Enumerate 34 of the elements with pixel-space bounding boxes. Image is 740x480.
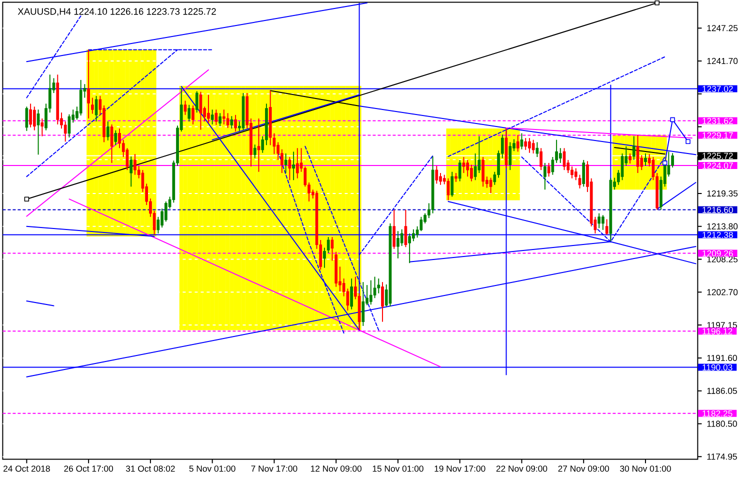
ref-line-label: 1209.26: [702, 250, 733, 256]
x-tick-label: 24 Oct 2018: [4, 466, 50, 472]
x-tick-label: 30 Nov 01:00: [620, 466, 671, 472]
ref-line-label: 1225.72: [702, 152, 733, 159]
y-tick-label: 1241.70: [707, 58, 738, 64]
x-tick-label: 19 Nov 17:00: [434, 466, 486, 472]
y-tick-label: 1174.95: [707, 454, 737, 460]
ref-line-label: 1224.07: [702, 162, 733, 169]
ref-line-label: 1231.62: [702, 118, 733, 124]
ref-line-label: 1212.38: [702, 232, 733, 238]
y-tick-label: 1191.60: [707, 354, 737, 362]
x-tick-label: 12 Nov 09:00: [310, 466, 362, 472]
x-tick-label: 5 Nov 01:00: [189, 466, 236, 472]
y-tick-label: 1202.70: [707, 289, 738, 296]
ref-line-label: 1182.25: [702, 410, 732, 417]
y-tick-label: 1180.50: [707, 420, 737, 427]
ref-line-label: 1216.60: [702, 206, 733, 213]
y-tick-label: 1186.05: [707, 388, 737, 394]
text: XAUUSD,H4 1224.10 1226.16 1223.73 1225.72: [18, 8, 216, 16]
x-tick-label: 27 Nov 09:00: [558, 466, 610, 472]
x-tick-label: 22 Nov 09:00: [496, 466, 548, 472]
ref-line-label: 1229.17: [702, 132, 733, 138]
y-tick-label: 1247.25: [707, 25, 738, 32]
ref-line-label: 1196.12: [702, 328, 732, 334]
x-tick-label: 7 Nov 17:00: [251, 466, 298, 472]
x-tick-label: 26 Oct 17:00: [64, 466, 114, 472]
x-tick-label: 31 Oct 08:02: [126, 466, 175, 472]
y-tick-label: 1219.35: [707, 190, 738, 197]
y-tick-label: 1208.25: [707, 256, 738, 262]
y-tick-label: 1197.15: [707, 322, 737, 328]
x-tick-label: 15 Nov 01:00: [372, 466, 424, 472]
ref-line-label: 1190.03: [702, 364, 732, 370]
ref-line-label: 1237.02: [702, 86, 733, 92]
y-tick-label: 1213.80: [707, 223, 738, 230]
